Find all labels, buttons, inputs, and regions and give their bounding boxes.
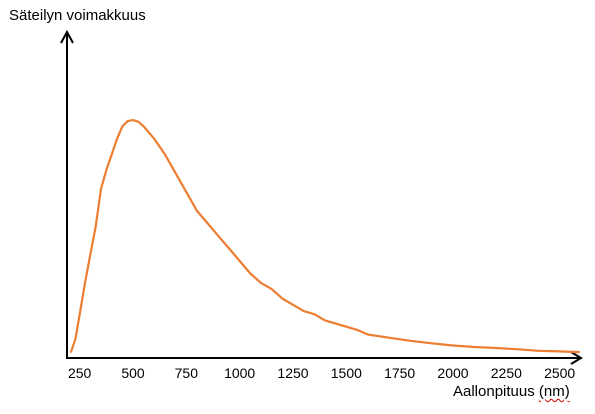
- x-tick-label: 2500: [544, 365, 575, 381]
- x-axis-label-text: Aallonpituus: [453, 383, 535, 400]
- x-tick-label: 1250: [277, 365, 308, 381]
- x-axis-label: Aallonpituus (nm): [453, 383, 570, 400]
- x-tick-label: 750: [175, 365, 199, 381]
- x-tick-label: 2250: [491, 365, 522, 381]
- y-axis-arrowhead: [60, 29, 74, 44]
- x-tick-label: 250: [68, 365, 92, 381]
- x-tick-label: 1500: [331, 365, 362, 381]
- series-line: [70, 119, 580, 354]
- x-tick-label: 500: [121, 365, 145, 381]
- x-tick-labels: 250 500 750 1000 1250 1500 1750 2000 2250 2500: [68, 365, 575, 381]
- x-tick-label: 1750: [384, 365, 415, 381]
- y-axis-label: Säteilyn voimakkuus: [9, 7, 146, 24]
- x-axis-arrowhead: [570, 351, 583, 365]
- x-tick-label: 1000: [224, 365, 255, 381]
- x-axis-unit: (nm): [538, 383, 570, 400]
- x-tick-label: 2000: [437, 365, 468, 381]
